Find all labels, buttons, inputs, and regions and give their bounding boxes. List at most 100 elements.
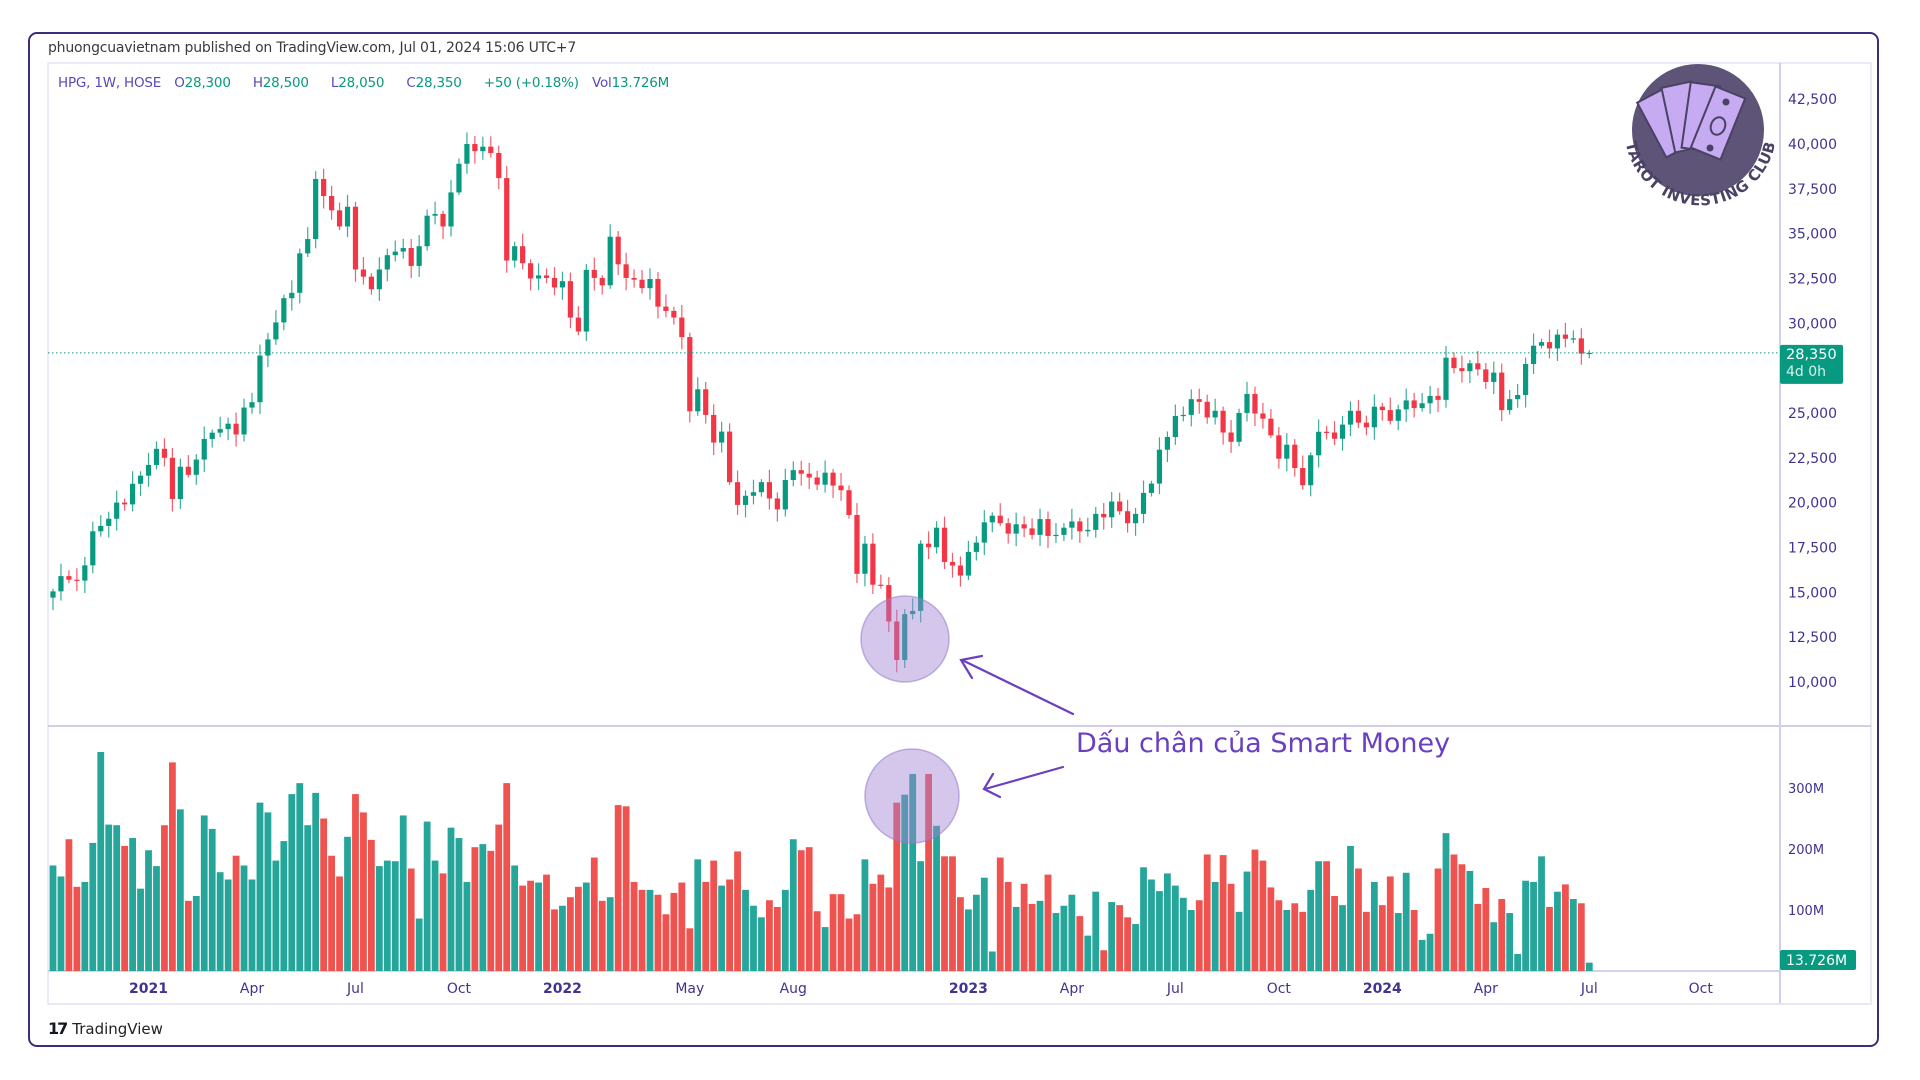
candle-body — [1156, 449, 1163, 484]
volume-bar — [1426, 933, 1434, 971]
volume-bar — [1124, 917, 1131, 971]
candle-body — [1204, 401, 1210, 418]
candle-body — [145, 464, 152, 476]
candle — [615, 231, 621, 275]
volume-bar — [463, 881, 471, 971]
candle-body — [336, 210, 343, 227]
volume-bar — [399, 815, 407, 971]
candle — [376, 257, 382, 301]
candle — [153, 441, 160, 470]
time-axis-label: Oct — [447, 981, 472, 997]
candle-body — [1523, 364, 1529, 396]
candle — [734, 470, 741, 515]
volume-bar — [447, 827, 455, 971]
volume-axis[interactable]: 300M 200M 100M — [1788, 782, 1824, 919]
candle-body — [1339, 424, 1346, 439]
volume-bar — [1243, 871, 1251, 971]
volume-bar — [957, 897, 964, 971]
volume-bar — [1060, 905, 1068, 971]
volume-bar — [383, 860, 391, 971]
candle-body — [1419, 403, 1425, 409]
volume-bar — [1498, 899, 1506, 971]
candle — [973, 536, 979, 561]
candle-body — [583, 269, 589, 332]
volume-bar — [1100, 950, 1108, 971]
legend-open: O28,300 — [174, 75, 231, 91]
price-axis-label: 35,000 — [1788, 227, 1837, 243]
candle — [1037, 508, 1043, 546]
volume-bar — [598, 900, 606, 971]
candle — [82, 556, 88, 593]
volume-bar — [1156, 891, 1163, 971]
candle — [1140, 480, 1147, 524]
volume-bar — [1227, 883, 1235, 971]
price-axis[interactable]: 42,500 40,000 37,500 35,000 32,500 30,000 25,0… — [1788, 92, 1837, 691]
candle-body — [1132, 513, 1139, 524]
candle-body — [1562, 334, 1568, 339]
time-axis[interactable]: 2021 Apr Jul Oct 2022 May Aug 2023 Apr Jul Oct 2024… — [129, 981, 1713, 997]
price-axis-label: 20,000 — [1788, 496, 1837, 512]
volume-bar — [1394, 913, 1402, 971]
volume-bar — [797, 850, 805, 971]
candle — [719, 421, 725, 453]
candle-body — [1554, 334, 1561, 349]
candle-body — [257, 355, 263, 403]
candle-body — [1467, 363, 1473, 372]
candle-body — [1260, 413, 1266, 419]
candle-body — [137, 475, 144, 484]
volume-bar — [1307, 889, 1315, 971]
time-axis-label: 2024 — [1363, 981, 1402, 997]
candle-body — [1101, 513, 1107, 518]
candle-body — [456, 163, 462, 193]
candle — [1499, 363, 1505, 422]
volume-bar — [861, 859, 869, 971]
candle — [488, 136, 494, 158]
symbol-name[interactable]: HPG, 1W, HOSE — [58, 75, 162, 91]
candle — [424, 209, 430, 251]
candle-body — [1252, 393, 1258, 414]
volume-bar — [1370, 881, 1378, 971]
candle-body — [957, 565, 964, 576]
candle-body — [408, 247, 414, 266]
time-axis-label: Oct — [1267, 981, 1292, 997]
candle — [1515, 383, 1521, 408]
volume-bar — [65, 839, 73, 971]
candle — [623, 252, 629, 291]
volume-bar — [1347, 845, 1354, 971]
candle — [965, 540, 971, 581]
volume-bar — [304, 825, 312, 971]
candle — [599, 275, 605, 295]
candle-body — [886, 585, 892, 622]
candle — [535, 263, 542, 290]
volume-bar — [320, 818, 328, 971]
candle — [1029, 518, 1035, 540]
candle-body — [464, 144, 470, 164]
time-axis-label: May — [675, 981, 704, 997]
candle-body — [1491, 372, 1497, 382]
candle-body — [679, 317, 685, 338]
volume-bar — [789, 839, 797, 971]
candle-body — [822, 472, 828, 485]
candle-body — [695, 389, 701, 412]
volume-bar — [949, 856, 956, 971]
candle-body — [1140, 492, 1147, 514]
candle — [806, 462, 812, 490]
candle — [1419, 392, 1425, 412]
candle — [822, 460, 828, 493]
volume-bar — [710, 860, 718, 971]
candle-body — [1331, 432, 1338, 439]
volume-bar — [113, 825, 121, 971]
tradingview-brand[interactable]: 17 TradingView — [48, 1019, 163, 1038]
candle — [1387, 397, 1393, 425]
candle — [233, 412, 239, 447]
volume-bar — [176, 809, 184, 971]
time-axis-label: Jul — [346, 981, 364, 997]
volume-bar — [169, 762, 176, 971]
volume-bar — [909, 773, 917, 971]
candle — [1586, 350, 1592, 359]
volume-bar — [638, 889, 646, 971]
candle — [1308, 452, 1314, 497]
candle-body — [1029, 528, 1035, 535]
bottom-highlight-circle — [860, 595, 950, 683]
